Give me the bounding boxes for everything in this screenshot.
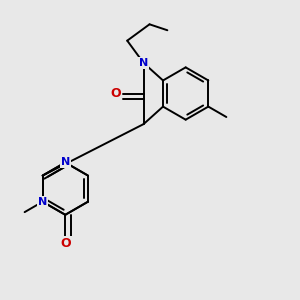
Text: O: O bbox=[110, 87, 121, 100]
Text: N: N bbox=[38, 197, 47, 207]
Text: N: N bbox=[61, 158, 70, 167]
Text: N: N bbox=[139, 58, 148, 68]
Text: O: O bbox=[60, 236, 70, 250]
